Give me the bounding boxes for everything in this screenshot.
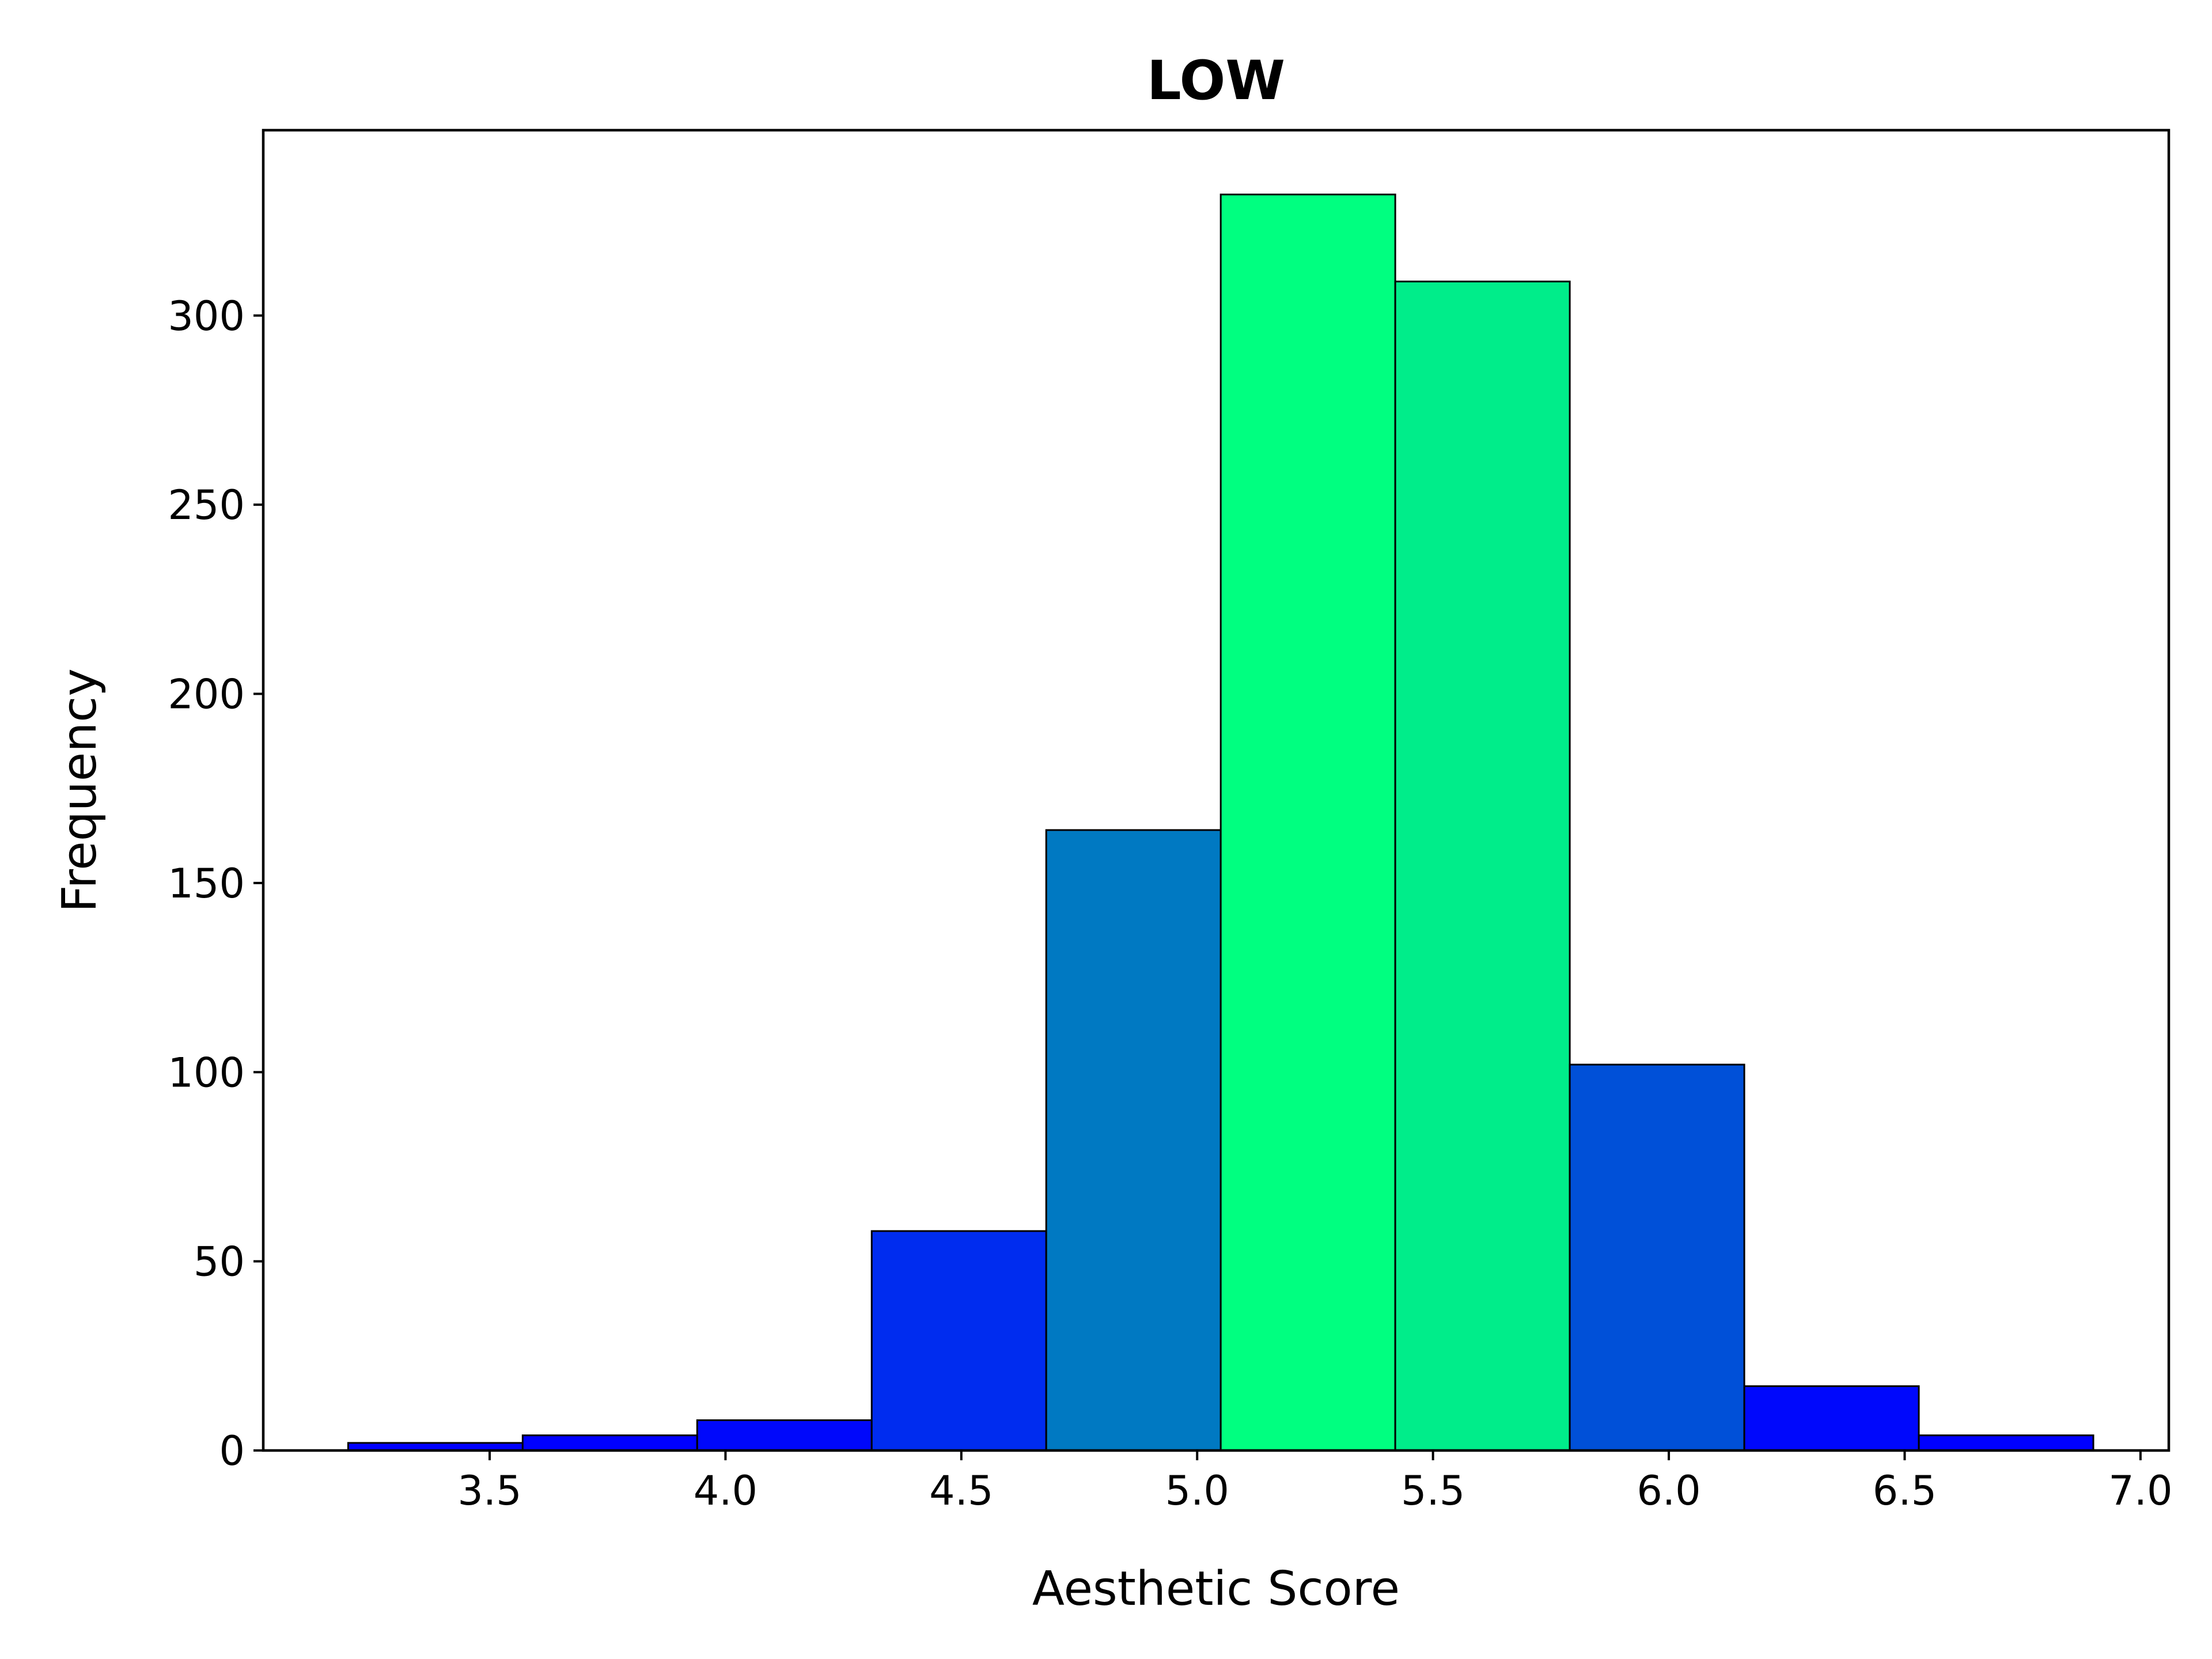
y-tick-label: 100 xyxy=(168,1049,245,1096)
x-tick-label: 4.0 xyxy=(694,1467,757,1514)
histogram-bar-2 xyxy=(521,1434,698,1452)
y-axis-ticks: 0 50 100 150 200 250 300 xyxy=(168,293,263,1475)
x-tick-label: 5.0 xyxy=(1165,1467,1229,1514)
histogram-bar-9 xyxy=(1743,1385,1920,1452)
histogram-bar-8 xyxy=(1569,1063,1745,1452)
x-tick-label: 6.5 xyxy=(1873,1467,1937,1514)
histogram-bar-3 xyxy=(696,1419,873,1452)
y-tick-label: 200 xyxy=(168,671,245,718)
x-tick-label: 5.5 xyxy=(1401,1467,1465,1514)
y-tick-label: 0 xyxy=(219,1427,245,1475)
x-axis-label: Aesthetic Score xyxy=(1032,1562,1400,1616)
histogram-bar-10 xyxy=(1918,1434,2094,1452)
x-tick-label: 7.0 xyxy=(2108,1467,2172,1514)
histogram-bar-7 xyxy=(1394,281,1571,1452)
x-axis-ticks: 3.5 4.0 4.5 5.0 5.5 6.0 6.5 7.0 xyxy=(457,1450,2173,1514)
histogram-bar-5 xyxy=(1045,829,1222,1452)
plot-frame xyxy=(262,128,2171,1452)
histogram-bar-6 xyxy=(1219,194,1396,1452)
x-tick-label: 3.5 xyxy=(457,1467,521,1514)
histogram-bar-4 xyxy=(870,1230,1047,1452)
y-tick-label: 250 xyxy=(168,482,245,529)
y-axis-label: Frequency xyxy=(52,668,107,912)
chart-title: LOW xyxy=(1147,50,1285,112)
bars-group xyxy=(347,194,2094,1452)
y-tick-label: 150 xyxy=(168,860,245,907)
x-tick-label: 4.5 xyxy=(929,1467,993,1514)
x-tick-label: 6.0 xyxy=(1637,1467,1700,1514)
y-tick-label: 50 xyxy=(194,1238,245,1286)
y-tick-label: 300 xyxy=(168,293,245,340)
